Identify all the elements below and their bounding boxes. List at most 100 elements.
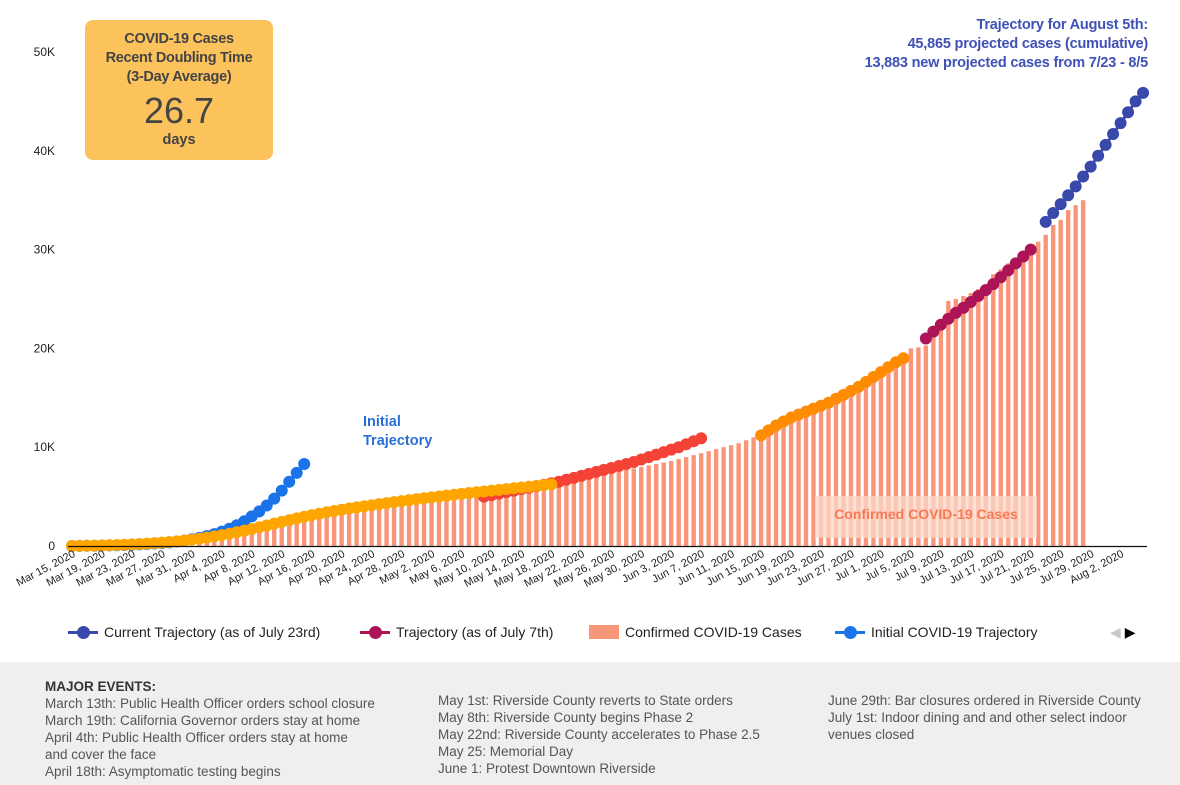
- bar-confirmed-cases: [376, 509, 382, 546]
- pager-prev-icon[interactable]: ◀: [1110, 624, 1121, 640]
- bar-confirmed-cases: [706, 451, 711, 546]
- bar-confirmed-cases: [474, 496, 479, 546]
- y-tick-label: 0: [48, 539, 55, 553]
- bar-confirmed-cases: [631, 468, 636, 546]
- bar-confirmed-cases: [579, 478, 584, 546]
- bar-confirmed-cases: [309, 520, 314, 546]
- point-trajectory-as-of-july-7th: [1024, 243, 1037, 256]
- bar-confirmed-cases: [803, 411, 809, 546]
- bar-confirmed-cases: [287, 524, 292, 546]
- bar-confirmed-cases: [316, 518, 322, 546]
- event-item: venues closed: [828, 727, 915, 742]
- bar-confirmed-cases: [766, 429, 771, 546]
- bar-confirmed-cases: [826, 402, 831, 546]
- events-column-3: June 29th: Bar closures ordered in River…: [828, 692, 1141, 743]
- square-swatch-icon: [589, 625, 619, 639]
- initial-line: Trajectory: [363, 433, 433, 449]
- bar-confirmed-cases: [1028, 249, 1033, 546]
- projection-line: Trajectory for August 5th:: [976, 17, 1148, 33]
- event-item: March 19th: California Governor orders s…: [45, 713, 361, 728]
- bar-confirmed-cases: [616, 471, 621, 546]
- bar-confirmed-cases: [234, 535, 239, 546]
- point-current-trajectory-as-of-july-23rd: [1077, 170, 1090, 183]
- legend-item-confirmed-cases[interactable]: Confirmed COVID-19 Cases: [589, 624, 802, 640]
- bar-confirmed-cases: [1050, 224, 1056, 546]
- bar-confirmed-cases: [324, 517, 329, 546]
- bar-confirmed-cases: [758, 433, 764, 546]
- bar-confirmed-cases: [489, 494, 494, 546]
- bar-confirmed-cases: [406, 505, 412, 546]
- events-heading: MAJOR EVENTS:: [45, 679, 157, 694]
- legend: Current Trajectory (as of July 23rd) Tra…: [0, 620, 1180, 646]
- bar-confirmed-cases: [893, 366, 899, 546]
- bar-confirmed-cases: [991, 274, 996, 546]
- point-initial-covid-19-trajectory: [275, 484, 288, 497]
- bar-confirmed-cases: [451, 499, 457, 546]
- legend-item-july7-trajectory[interactable]: Trajectory (as of July 7th): [360, 624, 553, 640]
- event-item: June 29th: Bar closures ordered in River…: [828, 693, 1141, 708]
- event-item: June 1: Protest Downtown Riverside: [438, 761, 656, 776]
- doubling-time-unit: days: [162, 132, 196, 148]
- legend-item-current-trajectory[interactable]: Current Trajectory (as of July 23rd): [68, 624, 320, 640]
- bar-confirmed-cases: [961, 296, 966, 546]
- initial-trajectory-annotation: Initial Trajectory: [363, 413, 432, 451]
- point-initial-covid-19-trajectory: [290, 466, 303, 479]
- bar-confirmed-cases: [886, 371, 891, 546]
- bar-confirmed-cases: [249, 532, 254, 546]
- bar-confirmed-cases: [818, 405, 824, 546]
- pager-next-icon[interactable]: ▶: [1124, 624, 1136, 640]
- bar-confirmed-cases: [931, 333, 936, 546]
- confirmed-cases-label: Confirmed COVID-19 Cases: [834, 506, 1018, 522]
- doubling-time-card: COVID-19 Cases Recent Doubling Time (3-D…: [85, 20, 273, 160]
- bar-confirmed-cases: [743, 440, 749, 546]
- bar-confirmed-cases: [541, 486, 547, 546]
- legend-label: Trajectory (as of July 7th): [396, 624, 554, 640]
- legend-label: Current Trajectory (as of July 23rd): [104, 624, 321, 640]
- bar-confirmed-cases: [549, 484, 554, 546]
- event-item: and cover the face: [45, 747, 157, 762]
- bar-confirmed-cases: [534, 487, 539, 546]
- legend-item-initial-trajectory[interactable]: Initial COVID-19 Trajectory: [835, 624, 1038, 640]
- bar-confirmed-cases: [691, 455, 696, 546]
- bar-confirmed-cases: [272, 527, 277, 546]
- bar-confirmed-cases: [242, 533, 247, 546]
- bar-confirmed-cases: [1065, 210, 1071, 546]
- point-current-trajectory-as-of-july-23rd: [1084, 160, 1097, 173]
- bar-confirmed-cases: [1006, 263, 1011, 546]
- bar-confirmed-cases: [916, 347, 921, 546]
- bar-confirmed-cases: [639, 466, 644, 546]
- bar-confirmed-cases: [721, 447, 726, 546]
- confirmed-cases-label-box: Confirmed COVID-19 Cases: [815, 496, 1037, 538]
- bar-confirmed-cases: [354, 512, 359, 546]
- title-line: Recent Doubling Time: [105, 50, 253, 66]
- bar-confirmed-cases: [683, 457, 689, 546]
- event-item: April 4th: Public Health Officer orders …: [45, 730, 348, 745]
- bar-confirmed-cases: [848, 392, 854, 546]
- events-column-2: May 1st: Riverside County reverts to Sta…: [438, 692, 760, 777]
- point-trajectory-mid-red: [695, 432, 708, 445]
- line-marker-icon: [835, 625, 865, 639]
- point-current-trajectory-as-of-july-23rd: [1054, 198, 1067, 211]
- point-trajectory-june-orange: [897, 352, 910, 365]
- bar-confirmed-cases: [384, 508, 389, 546]
- point-current-trajectory-as-of-july-23rd: [1092, 149, 1105, 162]
- event-item: March 13th: Public Health Officer orders…: [45, 696, 375, 711]
- event-item: July 1st: Indoor dining and and other se…: [828, 710, 1127, 725]
- y-tick-label: 40K: [34, 144, 55, 158]
- bar-confirmed-cases: [923, 345, 929, 546]
- point-current-trajectory-as-of-july-23rd: [1062, 189, 1075, 202]
- point-current-trajectory-as-of-july-23rd: [1047, 207, 1060, 220]
- bar-confirmed-cases: [646, 465, 651, 546]
- legend-pager: ◀ ▶: [1110, 624, 1136, 641]
- bars-layer: [197, 200, 1086, 547]
- bar-confirmed-cases: [481, 495, 487, 546]
- point-current-trajectory-as-of-july-23rd: [1039, 215, 1052, 228]
- bar-confirmed-cases: [361, 511, 367, 546]
- bar-confirmed-cases: [391, 507, 397, 546]
- bar-confirmed-cases: [504, 492, 509, 546]
- point-current-trajectory-as-of-july-23rd: [1129, 95, 1142, 108]
- projection-annotation: Trajectory for August 5th: 45,865 projec…: [865, 16, 1149, 73]
- event-item: May 1st: Riverside County reverts to Sta…: [438, 693, 733, 708]
- bar-confirmed-cases: [624, 469, 629, 546]
